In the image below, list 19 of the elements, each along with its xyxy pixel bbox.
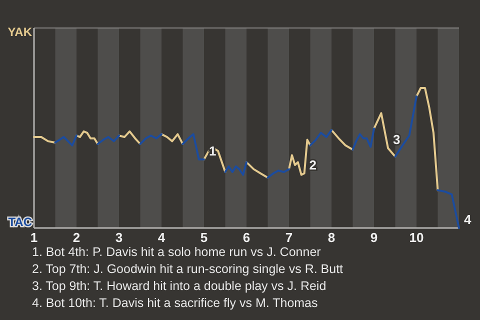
annotation: 4	[464, 212, 472, 227]
annotation: 2	[309, 157, 317, 172]
x-tick-label: 2	[72, 230, 80, 245]
text: TAC	[8, 215, 32, 229]
text: 4. Bot 10th: T. Davis hit a sacrifice fly vs M. Thomas	[32, 296, 318, 310]
x-tick-label: 8	[328, 230, 336, 245]
x-tick-label: 10	[409, 230, 424, 245]
x-tick-label: 6	[242, 230, 250, 245]
text: 2. Top 7th: J. Goodwin hit a run-scoring single vs R. Butt	[32, 262, 344, 276]
x-tick-label: 3	[115, 230, 123, 245]
x-tick-label: 4	[158, 230, 166, 245]
text: YAK	[8, 25, 32, 39]
x-tick-label: 5	[200, 230, 208, 245]
text: 1. Bot 4th: P. Davis hit a solo home run vs J. Conner	[32, 245, 321, 259]
x-tick-label: 9	[370, 230, 378, 245]
text: 3. Top 9th: T. Howard hit into a double play vs J. Reid	[32, 279, 326, 293]
x-tick-label: 7	[285, 230, 293, 245]
annotation: 3	[393, 132, 400, 148]
x-tick-label: 1	[30, 230, 38, 245]
